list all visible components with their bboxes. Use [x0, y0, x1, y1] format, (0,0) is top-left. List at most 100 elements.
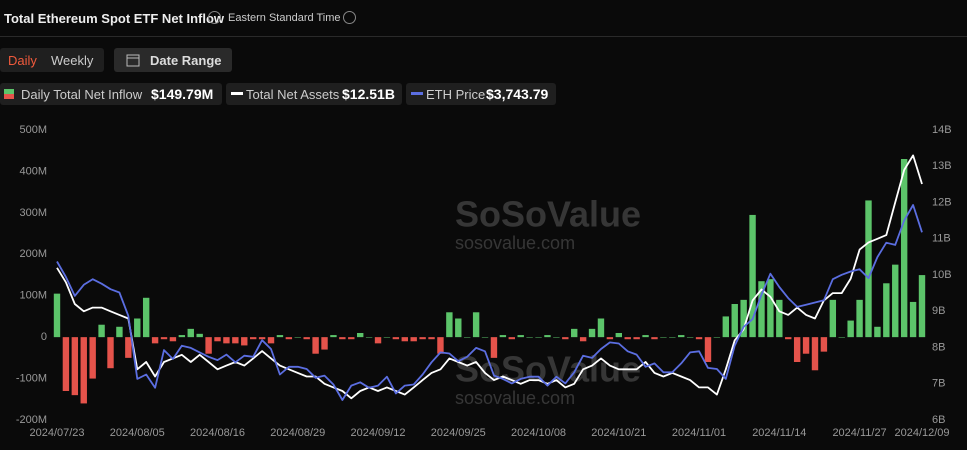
legend-icon: [4, 89, 14, 99]
y2-tick-label: 9B: [932, 305, 945, 317]
y2-tick-label: 12B: [932, 196, 952, 208]
legend-value: $12.51B: [342, 86, 395, 102]
bar: [829, 299, 837, 338]
x-tick-label: 2024/08/29: [270, 427, 325, 439]
header: Total Ethereum Spot ETF Net Inflow Easte…: [0, 0, 967, 37]
info-icon[interactable]: [343, 11, 356, 24]
bar: [294, 337, 301, 338]
bar: [553, 337, 560, 338]
bar: [455, 318, 462, 338]
x-tick-label: 2024/11/14: [752, 427, 806, 439]
bar: [53, 293, 61, 338]
bar: [508, 337, 515, 340]
bar: [303, 337, 310, 340]
bar: [642, 335, 649, 338]
bar: [196, 333, 203, 338]
bar: [249, 337, 257, 340]
bar: [713, 337, 721, 338]
legend-name: Total Net Assets: [246, 87, 340, 102]
bar: [356, 333, 364, 338]
legend-value: $149.79M: [151, 86, 214, 102]
date-range-label: Date Range: [150, 53, 222, 68]
bar: [428, 337, 435, 340]
calendar-icon: [126, 54, 140, 67]
info-icon[interactable]: [208, 11, 221, 24]
y-tick-label: 300M: [19, 207, 47, 219]
bar: [544, 335, 551, 338]
watermark-url: sosovalue.com: [455, 388, 575, 408]
tab-group: Daily Weekly: [0, 48, 104, 72]
bar: [151, 337, 159, 344]
bar: [321, 337, 328, 350]
bar: [160, 337, 168, 340]
bar: [71, 337, 79, 396]
bar: [678, 335, 685, 338]
bar: [874, 326, 881, 338]
y2-tick-label: 11B: [932, 233, 951, 245]
title: Total Ethereum Spot ETF Net Inflow: [4, 11, 225, 26]
tab-weekly[interactable]: Weekly: [51, 53, 94, 68]
x-tick-label: 2024/12/09: [894, 427, 949, 439]
bar: [856, 299, 863, 338]
bar: [401, 337, 408, 342]
bar: [562, 337, 569, 340]
x-tick-label: 2024/09/12: [350, 427, 405, 439]
bar: [704, 337, 712, 362]
bar: [205, 337, 212, 354]
bar: [339, 337, 346, 340]
bar: [749, 214, 756, 338]
bar: [838, 337, 845, 338]
legend-value: $3,743.79: [486, 86, 549, 102]
x-tick-label: 2024/07/23: [29, 427, 84, 439]
bar: [651, 337, 658, 340]
bar: [107, 337, 114, 369]
bar: [214, 337, 221, 342]
date-range-button[interactable]: Date Range: [114, 48, 232, 72]
bar: [446, 312, 453, 338]
bar: [776, 299, 783, 338]
x-tick-label: 2024/11/01: [672, 427, 726, 439]
bar: [517, 335, 524, 338]
bar: [597, 318, 605, 338]
bar: [187, 328, 194, 338]
bar: [258, 337, 266, 340]
bar: [490, 337, 498, 358]
bar: [526, 337, 533, 338]
bar: [98, 324, 105, 338]
y-tick-label: 100M: [19, 290, 47, 302]
legend-item[interactable]: Daily Total Net Inflow $149.79M: [0, 83, 222, 105]
bar: [223, 337, 230, 344]
bar: [686, 337, 694, 338]
bar: [865, 200, 872, 338]
bar: [116, 326, 123, 338]
x-tick-label: 2024/09/25: [431, 427, 486, 439]
bar: [499, 335, 507, 338]
bar: [374, 337, 382, 344]
bar: [918, 275, 926, 338]
legend-item[interactable]: ETH Price $3,743.79: [406, 83, 556, 105]
legend-name: ETH Price: [426, 87, 486, 102]
bar: [89, 337, 96, 379]
y-tick-label: 500M: [19, 124, 47, 136]
bar: [178, 335, 186, 338]
bar: [695, 337, 703, 340]
bar: [481, 337, 489, 338]
legend-icon: [411, 92, 423, 95]
bar: [472, 312, 480, 338]
bar: [410, 337, 417, 342]
bar: [535, 337, 542, 338]
y-tick-label: 0: [41, 331, 47, 343]
bar: [330, 335, 337, 338]
x-tick-label: 2024/11/27: [832, 427, 886, 439]
bar: [62, 337, 70, 391]
bar: [579, 337, 587, 342]
bar: [820, 337, 828, 352]
bar: [785, 337, 792, 340]
bar: [793, 337, 801, 362]
y2-tick-label: 7B: [932, 378, 945, 390]
x-tick-label: 2024/08/16: [190, 427, 245, 439]
tab-daily[interactable]: Daily: [8, 53, 37, 68]
legend-item[interactable]: Total Net Assets $12.51B: [226, 83, 402, 105]
